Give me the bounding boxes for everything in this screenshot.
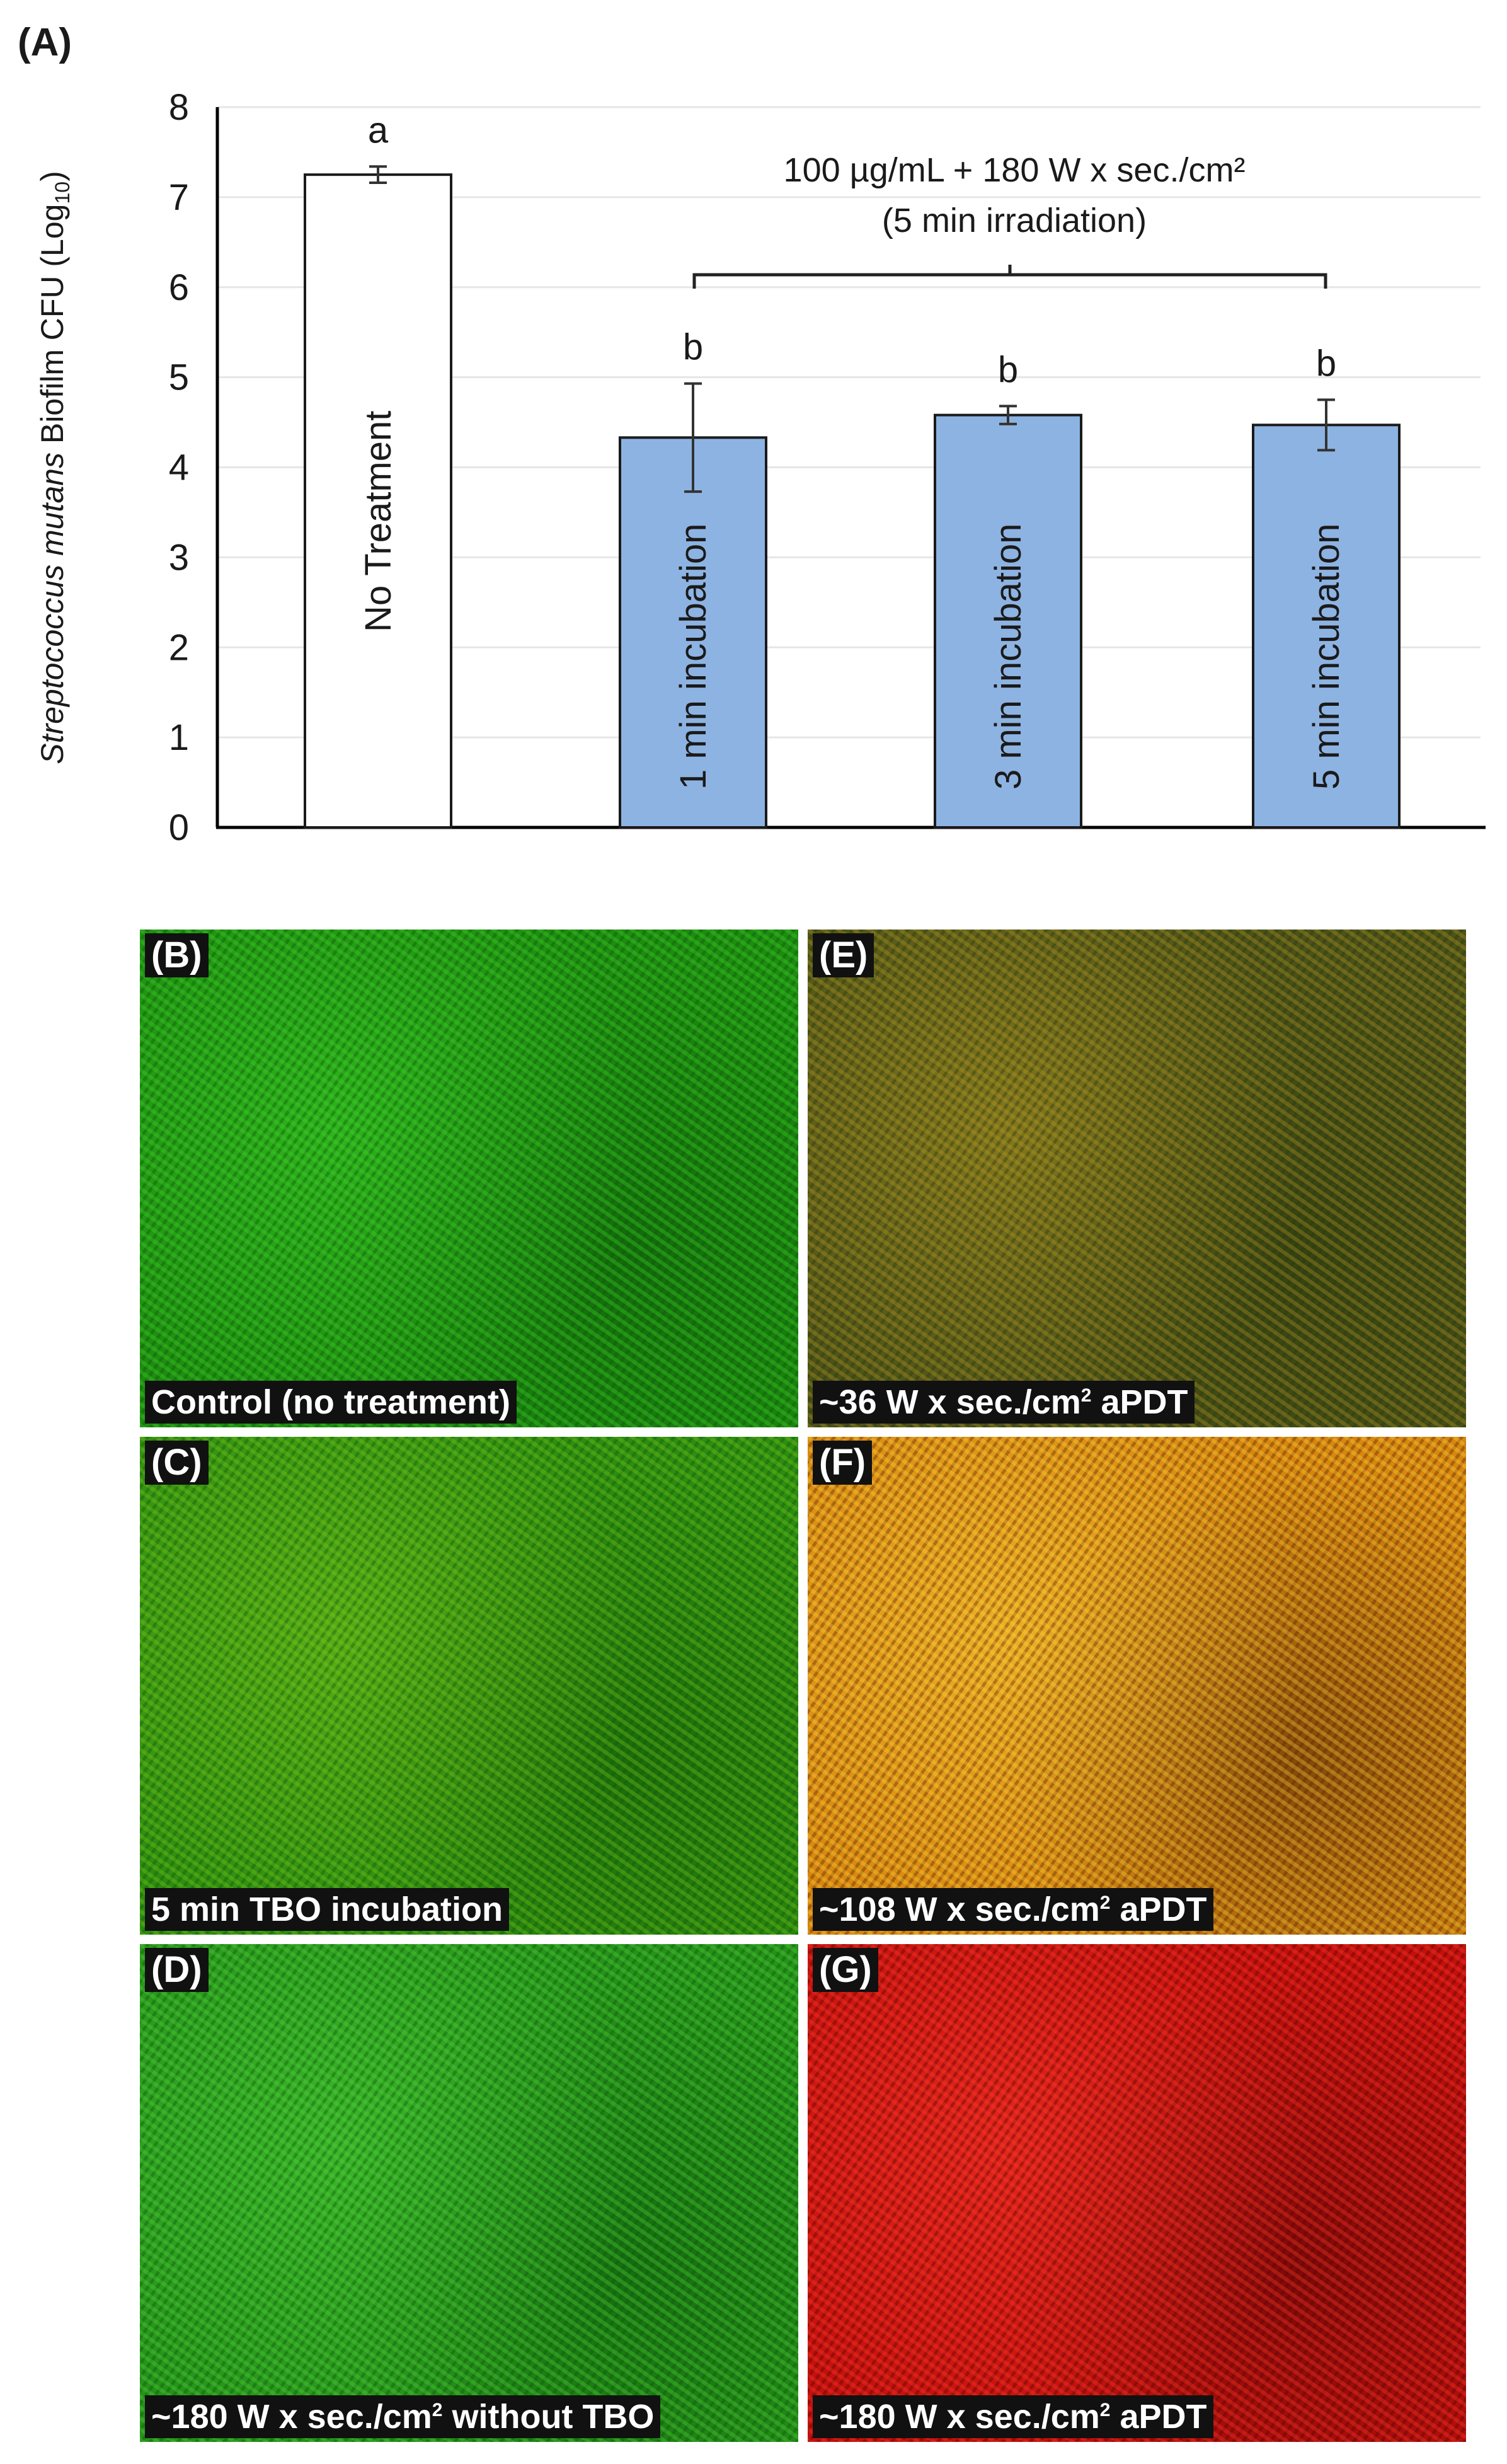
y-tick-label: 7	[169, 177, 189, 218]
y-tick-label: 6	[169, 267, 189, 308]
micrograph-panel: (B) Control (no treatment)	[140, 930, 798, 1427]
panel-letter: (E)	[813, 933, 874, 977]
significance-letter: b	[1316, 343, 1336, 384]
micrograph-image	[140, 1437, 798, 1935]
micrograph-image	[808, 1944, 1466, 2442]
panel-caption: Control (no treatment)	[145, 1381, 517, 1424]
micrograph-panel: (D) ~180 W x sec./cm2 without TBO	[140, 1944, 798, 2442]
significance-letter: b	[998, 349, 1018, 390]
y-tick-label: 8	[169, 87, 189, 128]
panel-caption: ~36 W x sec./cm2 aPDT	[813, 1381, 1195, 1424]
micrograph-image	[140, 1944, 798, 2442]
category-label: 3 min incubation	[988, 524, 1029, 790]
panel-caption: 5 min TBO incubation	[145, 1888, 510, 1931]
micrograph-panel: (E) ~36 W x sec./cm2 aPDT	[808, 930, 1466, 1427]
group-bracket	[692, 265, 1327, 289]
y-tick-label: 1	[169, 717, 189, 758]
panel-letter: (D)	[145, 1948, 209, 1992]
bracket-label-line2: (5 min irradiation)	[882, 202, 1147, 239]
micrograph-panel: (G) ~180 W x sec./cm2 aPDT	[808, 1944, 1466, 2442]
y-axis-ticks: 0 1 2 3 4 5 6 7 8	[169, 87, 189, 848]
panel-caption: ~180 W x sec./cm2 aPDT	[813, 2395, 1213, 2438]
micrograph-panel: (F) ~108 W x sec./cm2 aPDT	[808, 1437, 1466, 1935]
category-label: No Treatment	[358, 411, 399, 632]
y-tick-label: 0	[169, 807, 189, 848]
category-label: 5 min incubation	[1306, 524, 1347, 790]
y-tick-label: 5	[169, 357, 189, 398]
y-tick-label: 4	[169, 447, 189, 488]
significance-letter: a	[368, 110, 389, 151]
panel-caption: ~180 W x sec./cm2 without TBO	[145, 2395, 661, 2438]
micrograph-image	[808, 1437, 1466, 1935]
bar	[934, 413, 1082, 829]
panel-letter: (B)	[145, 933, 209, 977]
micrograph-image	[808, 930, 1466, 1427]
micrograph-panel: (C) 5 min TBO incubation	[140, 1437, 798, 1935]
panel-letter: (F)	[813, 1441, 873, 1485]
bracket-label-line1: 100 µg/mL + 180 W x sec./cm²	[784, 151, 1246, 189]
y-axis-label: Streptococcus mutans Biofilm CFU (Log10)	[35, 171, 74, 764]
y-tick-label: 2	[169, 627, 189, 668]
bar-chart: (A) 0 1 2 3 4 5 6 7 8 a No Treatment b 1 min incuba…	[18, 21, 1486, 848]
panel-caption: ~108 W x sec./cm2 aPDT	[813, 1888, 1213, 1931]
significance-letter: b	[683, 327, 703, 368]
panel-letter: (G)	[813, 1948, 878, 1992]
bar	[1252, 423, 1401, 829]
panel-letter: (C)	[145, 1441, 209, 1485]
bars: a No Treatment b 1 min incubation b 3 min inc…	[304, 110, 1401, 829]
category-label: 1 min incubation	[673, 524, 714, 790]
panel-label-a: (A)	[18, 21, 72, 64]
bar	[619, 436, 767, 829]
micrograph-image	[140, 930, 798, 1427]
y-tick-label: 3	[169, 537, 189, 578]
